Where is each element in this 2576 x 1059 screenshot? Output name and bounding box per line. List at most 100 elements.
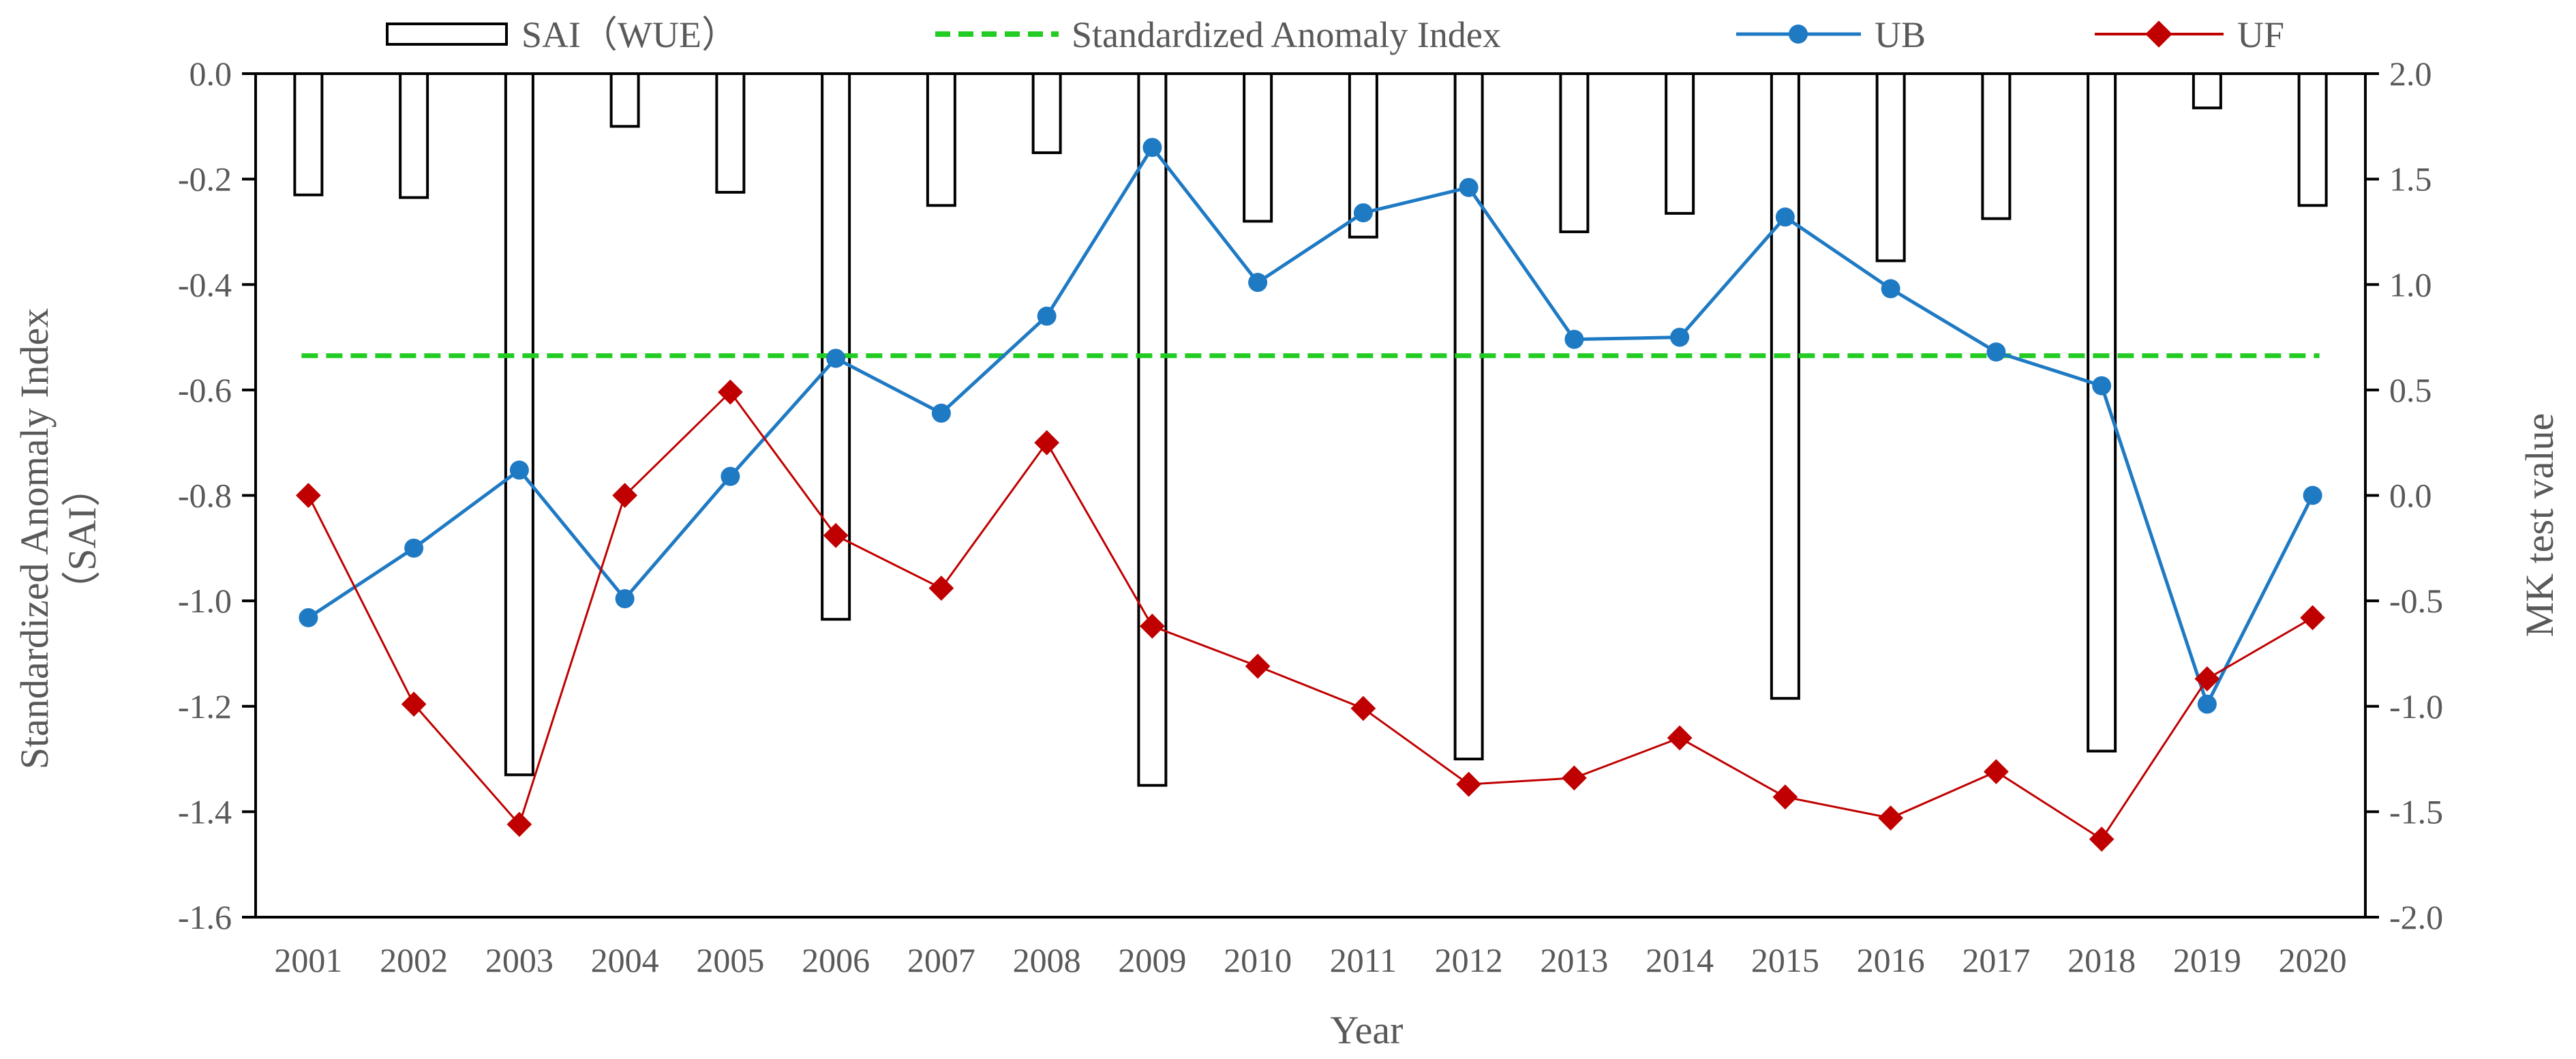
point-UF-2002	[401, 691, 427, 717]
y2-tick-label: -0.5	[2389, 582, 2443, 620]
legend-ub-label: UB	[1875, 14, 1926, 55]
x-tick-label: 2019	[2173, 941, 2241, 979]
x-tick-label: 2002	[380, 941, 448, 979]
bar-2020	[2297, 72, 2328, 207]
y2-tick-label: 1.0	[2389, 265, 2432, 303]
point-UF-2005	[717, 379, 743, 405]
point-UB-2020	[2303, 486, 2322, 505]
bar-2002	[399, 72, 429, 199]
point-UF-2001	[295, 483, 321, 508]
plot-frame	[254, 72, 2367, 919]
point-UF-2018	[2089, 826, 2115, 852]
point-UF-2010	[1245, 653, 1271, 679]
bar-2008	[1031, 72, 1062, 154]
bar-2019	[2192, 72, 2222, 110]
x-tick-label: 2014	[1646, 941, 1714, 979]
point-UB-2015	[1775, 207, 1795, 227]
sai-bars	[293, 72, 2328, 787]
y-tick-label: -1.4	[178, 792, 232, 831]
legend-ub-marker	[1789, 25, 1808, 44]
bar-2015	[1770, 72, 1800, 700]
bar-2007	[926, 72, 956, 207]
y2-tick-label: 2.0	[2389, 55, 2432, 93]
x-tick-label: 2007	[907, 941, 975, 979]
point-UB-2009	[1142, 138, 1162, 158]
y-tick-label: -0.6	[178, 371, 232, 409]
x-tick-label: 2008	[1013, 941, 1081, 979]
y2-axis-title: MK test value	[2517, 413, 2562, 638]
point-UB-2018	[2092, 376, 2112, 396]
point-UF-2013	[1561, 765, 1587, 791]
point-UF-2014	[1667, 725, 1693, 751]
x-tick-label: 2006	[802, 941, 870, 979]
series-UF-line	[307, 390, 2314, 841]
legend-reference-label: Standardized Anomaly Index	[1072, 14, 1501, 55]
y-tick-label: -0.2	[178, 160, 232, 198]
y-tick-label: -0.8	[178, 477, 232, 515]
point-UB-2002	[404, 538, 424, 558]
y-tick-label: -1.6	[178, 898, 232, 936]
point-UF-2007	[928, 576, 954, 601]
point-UB-2007	[931, 403, 951, 423]
x-tick-label: 2012	[1435, 941, 1503, 979]
bar-2014	[1665, 72, 1695, 215]
point-UB-2011	[1353, 203, 1373, 223]
legend: SAI（WUE） Standardized Anomaly Index UB U…	[386, 14, 2284, 55]
bar-2012	[1453, 72, 1484, 761]
x-tick-label: 2001	[274, 941, 342, 979]
x-tick-label: 2004	[591, 941, 659, 979]
x-tick-label: 2015	[1751, 941, 1819, 979]
point-UF-2008	[1034, 430, 1060, 456]
series-UB-line	[307, 144, 2314, 709]
y-axis-title: Standardized Anomaly Index	[12, 308, 57, 770]
x-tick-label: 2013	[1540, 941, 1608, 979]
point-UF-2020	[2300, 605, 2326, 631]
x-tick-label: 2005	[696, 941, 764, 979]
bar-2017	[1981, 72, 2012, 220]
point-UF-2009	[1139, 613, 1165, 639]
x-tick-label: 2018	[2067, 941, 2136, 979]
bar-2009	[1137, 72, 1168, 787]
point-UB-2012	[1459, 177, 1479, 197]
point-UF-2017	[1983, 759, 2009, 785]
point-UB-2013	[1564, 329, 1584, 349]
bar-2016	[1875, 72, 1906, 263]
axes: 0.0 -0.2 -0.4 -0.6 -0.8 -1.0 -1.2 -1.4 -1.6 2.0 1.…	[178, 55, 2443, 979]
point-UB-2001	[299, 608, 318, 627]
y2-tick-label: 0.5	[2389, 371, 2432, 409]
point-UF-2016	[1878, 805, 1904, 831]
mk-lines	[295, 138, 2326, 852]
y2-tick-label: -1.0	[2389, 687, 2443, 726]
point-UF-2006	[823, 522, 849, 548]
legend-bar-swatch	[386, 23, 508, 46]
legend-bar-label: SAI（WUE）	[521, 14, 738, 55]
point-UB-2010	[1248, 273, 1268, 293]
bar-2013	[1559, 72, 1590, 233]
x-tick-label: 2017	[1962, 941, 2030, 979]
point-UF-2011	[1350, 696, 1376, 721]
x-tick-label: 2010	[1224, 941, 1292, 979]
bar-2003	[504, 72, 534, 777]
x-tick-label: 2016	[1857, 941, 1925, 979]
point-UB-2017	[1986, 342, 2006, 362]
y-tick-label: -1.0	[178, 582, 232, 620]
point-UB-2008	[1037, 306, 1057, 326]
point-UF-2012	[1456, 771, 1482, 797]
point-UB-2005	[721, 466, 740, 486]
x-tick-label: 2020	[2279, 941, 2347, 979]
x-tick-label: 2011	[1330, 941, 1397, 979]
legend-uf-label: UF	[2237, 14, 2284, 55]
bar-2005	[715, 72, 746, 194]
y2-tick-label: 1.5	[2389, 160, 2432, 198]
point-UB-2014	[1670, 327, 1690, 347]
point-UB-2003	[509, 460, 529, 480]
point-UB-2016	[1881, 279, 1900, 299]
x-tick-label: 2003	[485, 941, 554, 979]
bar-2010	[1243, 72, 1273, 223]
y2-tick-label: -1.5	[2389, 792, 2443, 831]
y-tick-label: -0.4	[178, 265, 232, 303]
point-UF-2004	[612, 483, 638, 508]
y-tick-label: 0.0	[190, 55, 232, 93]
y2-tick-label: -2.0	[2389, 898, 2443, 936]
